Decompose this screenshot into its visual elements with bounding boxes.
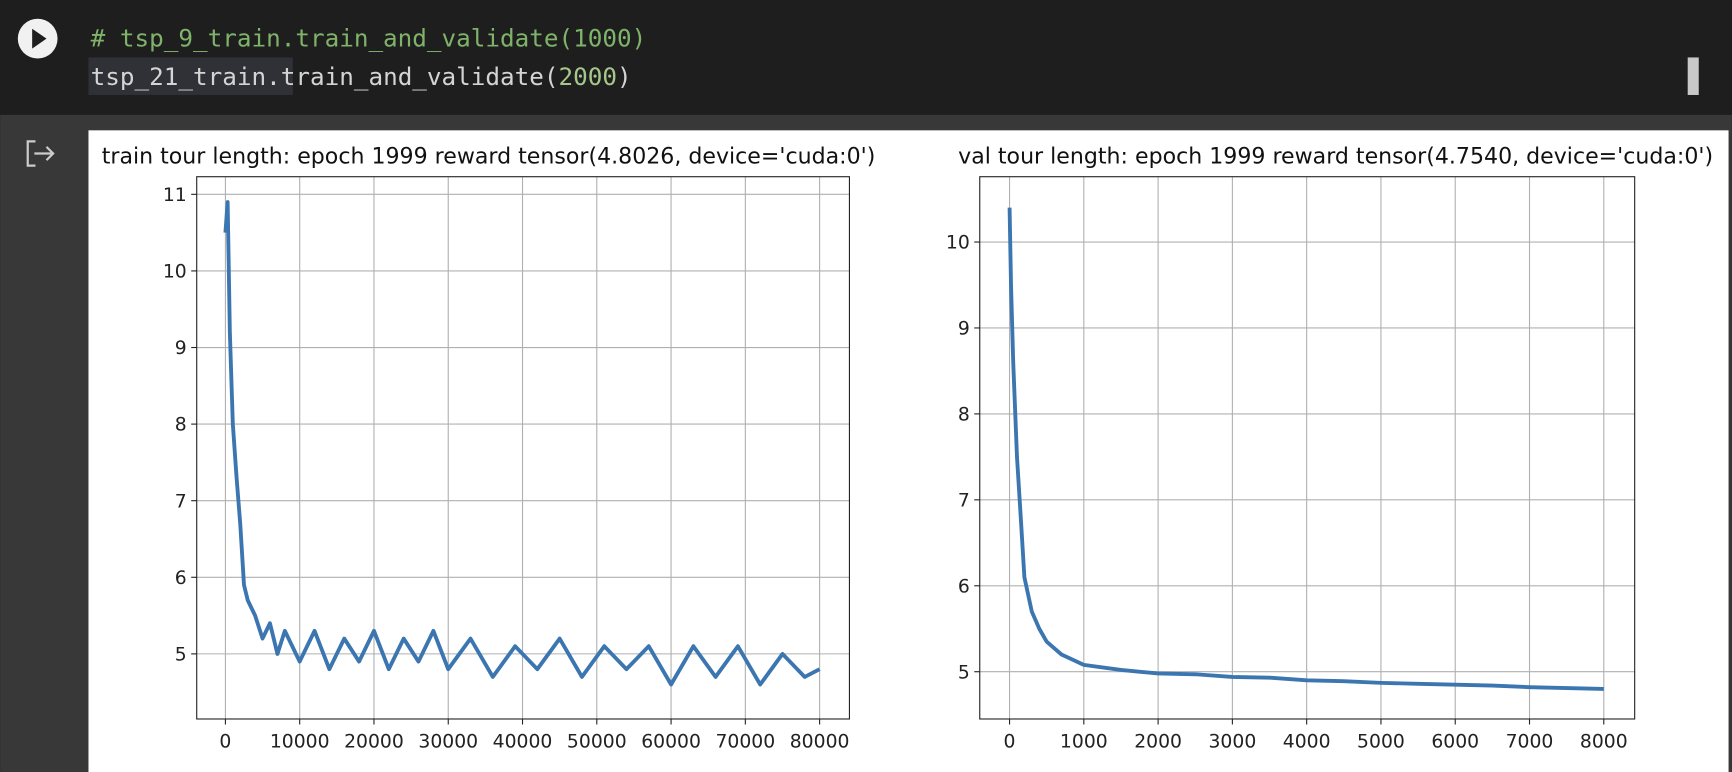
- x-tick-label: 20000: [344, 732, 404, 753]
- y-tick-label: 5: [958, 662, 970, 683]
- x-tick-label: 2000: [1134, 732, 1182, 753]
- x-tick-label: 60000: [641, 732, 701, 753]
- y-tick-label: 8: [958, 405, 970, 426]
- x-tick-label: 1000: [1060, 732, 1108, 753]
- output-icon[interactable]: [26, 140, 55, 167]
- x-tick-label: 7000: [1506, 732, 1554, 753]
- x-tick-label: 0: [219, 732, 231, 753]
- y-tick-label: 8: [175, 415, 187, 436]
- x-tick-label: 40000: [493, 732, 553, 753]
- run-button[interactable]: [17, 18, 58, 59]
- y-tick-label: 9: [958, 319, 970, 340]
- y-tick-label: 6: [175, 568, 187, 589]
- data-line: [1007, 207, 1604, 691]
- chart-title: val tour length: epoch 1999 reward tenso…: [958, 144, 1713, 169]
- highlight: [88, 57, 293, 95]
- y-tick-label: 9: [175, 338, 187, 359]
- x-tick-label: 10000: [270, 732, 330, 753]
- code-token: 2000: [558, 62, 616, 91]
- code-comment: # tsp_9_train.train_and_validate(1000): [91, 23, 647, 52]
- chart-title: train tour length: epoch 1999 reward ten…: [102, 144, 876, 169]
- y-tick-label: 11: [163, 185, 187, 206]
- cursor: [1687, 57, 1699, 95]
- y-tick-label: 6: [958, 576, 970, 597]
- y-tick-label: 5: [175, 645, 187, 666]
- x-tick-label: 3000: [1209, 732, 1257, 753]
- code-token: tsp_21_train: [91, 62, 266, 91]
- data-line: [223, 200, 821, 687]
- x-tick-label: 30000: [418, 732, 478, 753]
- code-token: .train_and_validate(: [266, 62, 558, 91]
- x-tick-label: 5000: [1357, 732, 1405, 753]
- y-tick-label: 10: [163, 262, 187, 283]
- x-tick-label: 70000: [715, 732, 775, 753]
- figure: [88, 130, 1729, 772]
- plot-frame: [196, 176, 850, 720]
- code-token: ): [617, 62, 632, 91]
- y-tick-label: 7: [958, 490, 970, 511]
- y-tick-label: 7: [175, 491, 187, 512]
- plot-frame: [979, 176, 1636, 720]
- x-tick-label: 6000: [1431, 732, 1479, 753]
- x-tick-label: 80000: [790, 732, 850, 753]
- x-tick-label: 0: [1004, 732, 1016, 753]
- x-tick-label: 50000: [567, 732, 627, 753]
- x-tick-label: 4000: [1283, 732, 1331, 753]
- x-tick-label: 8000: [1580, 732, 1628, 753]
- y-tick-label: 10: [946, 233, 970, 254]
- code-line: tsp_21_train.train_and_validate(2000): [91, 62, 632, 91]
